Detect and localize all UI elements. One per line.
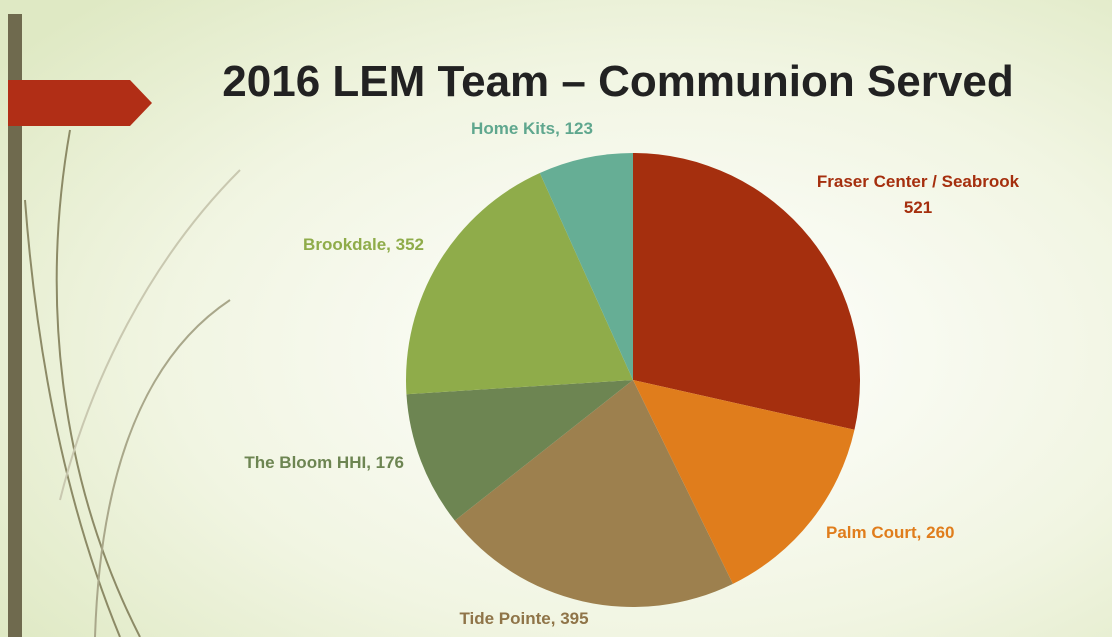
data-label: The Bloom HHI, 176 xyxy=(244,453,404,472)
pie-slice xyxy=(633,380,855,584)
title-marker xyxy=(8,80,152,126)
pie-slice xyxy=(406,173,633,395)
data-label: Fraser Center / Seabrook 521 xyxy=(817,172,1020,217)
chart-title: 2016 LEM Team – Communion Served xyxy=(222,57,1013,106)
data-labels: Fraser Center / Seabrook 521 Palm Court, 2… xyxy=(244,119,1019,628)
pie-slice xyxy=(454,380,733,608)
data-label: Brookdale, 352 xyxy=(303,235,424,254)
pie xyxy=(406,153,860,608)
data-label: Palm Court, 260 xyxy=(826,523,955,542)
decoration xyxy=(24,129,241,637)
data-label-line: Fraser Center / Seabrook xyxy=(817,172,1020,191)
data-label-line: 521 xyxy=(904,198,932,217)
pie-slice xyxy=(633,153,860,430)
pie-slice xyxy=(539,153,633,380)
data-label: Tide Pointe, 395 xyxy=(459,609,588,628)
pie-slice xyxy=(406,380,633,521)
data-label: Home Kits, 123 xyxy=(471,119,593,138)
left-bar xyxy=(8,14,22,637)
